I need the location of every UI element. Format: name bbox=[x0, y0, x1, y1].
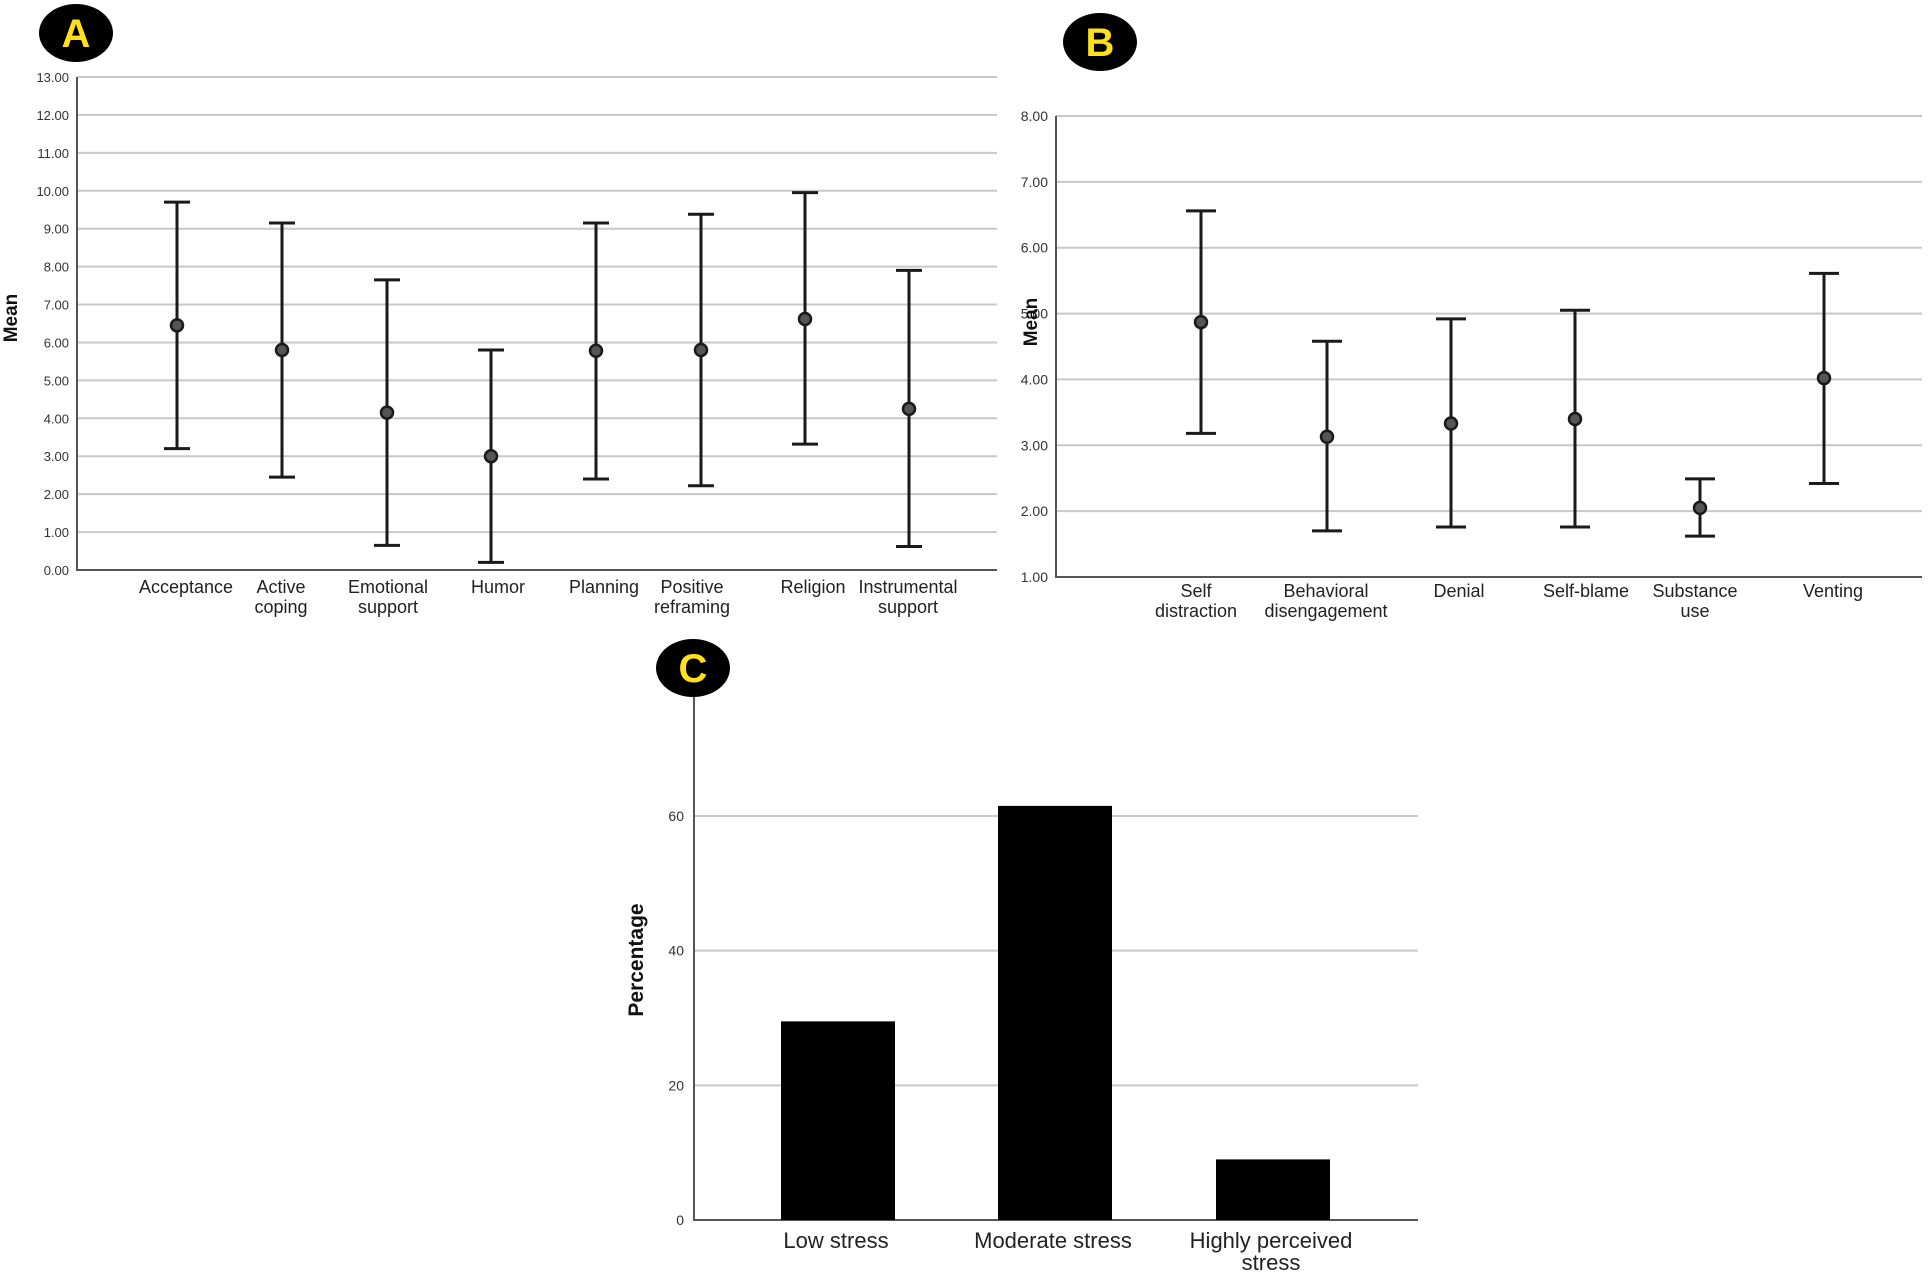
panel-b-mean-point bbox=[1816, 370, 1832, 386]
panel-a-x-category-label: Planning bbox=[569, 577, 639, 597]
panel-b-y-tick-label: 8.00 bbox=[1021, 108, 1048, 124]
panel-a-x-category-label: support bbox=[358, 597, 418, 617]
panel-c-bar bbox=[1216, 1159, 1330, 1220]
panel-a-x-category-label: support bbox=[878, 597, 938, 617]
panel-a-mean-point bbox=[693, 342, 709, 358]
panel-a-y-tick-label: 8.00 bbox=[44, 260, 69, 275]
panel-a-mean-point bbox=[797, 311, 813, 327]
panel-a-x-category-label: reframing bbox=[654, 597, 730, 617]
panel-a-x-category-label: Active bbox=[256, 577, 305, 597]
panel-a-y-tick-label: 1.00 bbox=[44, 525, 69, 540]
panel-b-x-category-label: distraction bbox=[1155, 601, 1237, 621]
panel-a-mean-point bbox=[483, 448, 499, 464]
panel-a-y-tick-label: 11.00 bbox=[37, 146, 69, 161]
panel-c-bar bbox=[781, 1021, 895, 1220]
panel-a-y-tick-label: 6.00 bbox=[44, 335, 69, 350]
panel-a-x-category-label: Instrumental bbox=[858, 577, 957, 597]
panel-a-mean-point bbox=[588, 343, 604, 359]
panel-a-y-tick-label: 5.00 bbox=[44, 373, 69, 388]
panel-a-mean-point bbox=[274, 342, 290, 358]
panel-b-y-tick-label: 2.00 bbox=[1021, 503, 1048, 519]
panel-a-x-category-label: Acceptance bbox=[139, 577, 233, 597]
panel-b-y-tick-label: 7.00 bbox=[1021, 174, 1048, 190]
panel-c-chart: 0 20 40 60 Low stress Moderate stress Highly p… bbox=[625, 639, 1418, 1273]
panel-c-y-tick-label: 60 bbox=[668, 808, 684, 824]
panel-a-mean-point bbox=[169, 318, 185, 333]
panel-b-mean-point bbox=[1319, 429, 1335, 444]
panel-a-y-tick-label: 0.00 bbox=[44, 563, 69, 578]
panel-c-y-tick-label: 20 bbox=[668, 1077, 684, 1093]
panel-b-mean-point bbox=[1692, 500, 1708, 516]
panel-a-y-tick-label: 9.00 bbox=[44, 222, 69, 237]
panel-b-x-category-label: Self-blame bbox=[1543, 581, 1629, 601]
panel-a-mean-point bbox=[379, 405, 395, 420]
panel-a-y-tick-label: 10.00 bbox=[36, 184, 69, 199]
panel-b-badge bbox=[1063, 13, 1137, 71]
panel-a-x-category-label: Emotional bbox=[348, 577, 428, 597]
panel-a-y-tick-label: 4.00 bbox=[44, 411, 69, 426]
panel-b-axes bbox=[1055, 116, 1922, 578]
panel-c-x-category-label: Highly perceived bbox=[1190, 1228, 1353, 1253]
panel-a-y-axis-title: Mean bbox=[1, 294, 22, 343]
panel-a-x-category-label: coping bbox=[254, 597, 307, 617]
panel-a-x-category-label: Humor bbox=[471, 577, 525, 597]
panel-b-mean-point bbox=[1567, 411, 1583, 427]
panel-a-y-tick-label: 3.00 bbox=[44, 449, 69, 464]
panel-c-axes bbox=[693, 690, 1418, 1221]
panel-b-chart: 1.00 2.00 3.00 4.00 5.00 6.00 7.00 8.00 Selfdist… bbox=[1021, 13, 1922, 621]
panel-a-x-category-label: Positive bbox=[660, 577, 723, 597]
panel-b-y-tick-label: 3.00 bbox=[1021, 437, 1048, 453]
panel-b-y-tick-label: 4.00 bbox=[1021, 371, 1048, 387]
panel-b-x-category-label: disengagement bbox=[1264, 601, 1387, 621]
panel-c-y-tick-label: 0 bbox=[676, 1212, 684, 1228]
panel-a-y-tick-label: 13.00 bbox=[36, 70, 69, 85]
panel-b-x-category-label: use bbox=[1680, 601, 1709, 621]
panel-a-mean-point bbox=[901, 401, 917, 417]
panel-c-x-category-label: Low stress bbox=[783, 1228, 888, 1253]
panel-b-y-axis-title: Mean bbox=[1021, 298, 1042, 347]
panel-b-badge-letter: B bbox=[1086, 21, 1115, 65]
panel-c-y-axis-title: Percentage bbox=[625, 903, 648, 1016]
panel-a-y-tick-label: 12.00 bbox=[36, 108, 69, 123]
panel-b-mean-point bbox=[1193, 314, 1209, 330]
panel-b-x-category-label: Denial bbox=[1433, 581, 1484, 601]
panel-b-x-category-label: Venting bbox=[1803, 581, 1863, 601]
panel-b-x-category-label: Self bbox=[1180, 581, 1212, 601]
panel-c-y-tick-label: 40 bbox=[668, 943, 684, 959]
panel-b-y-tick-label: 6.00 bbox=[1021, 240, 1048, 256]
panel-b-mean-point bbox=[1443, 416, 1459, 431]
panel-c-badge-letter: C bbox=[679, 647, 708, 691]
panel-b-y-tick-label: 1.00 bbox=[1021, 569, 1048, 585]
panel-c-bar bbox=[998, 805, 1112, 1220]
panel-b-x-category-label: Substance bbox=[1652, 581, 1737, 601]
panel-a-y-tick-label: 7.00 bbox=[44, 298, 69, 313]
panel-a-x-category-label: Religion bbox=[780, 577, 845, 597]
panel-a-axes bbox=[76, 77, 997, 571]
panel-a-badge bbox=[39, 4, 113, 62]
panel-a-badge-letter: A bbox=[62, 12, 91, 56]
panel-a-y-tick-label: 2.00 bbox=[44, 487, 69, 502]
panel-c-x-category-label: stress bbox=[1242, 1250, 1301, 1273]
panel-b-y-tick-label: 5.00 bbox=[1021, 306, 1048, 322]
panel-b-x-category-label: Behavioral bbox=[1283, 581, 1368, 601]
panel-c-x-category-label: Moderate stress bbox=[974, 1228, 1132, 1253]
panel-a-chart: 0.00 1.00 2.00 3.00 4.00 5.00 6.00 7.00 8.00 9.00… bbox=[1, 4, 997, 617]
panel-c-badge bbox=[656, 639, 730, 697]
